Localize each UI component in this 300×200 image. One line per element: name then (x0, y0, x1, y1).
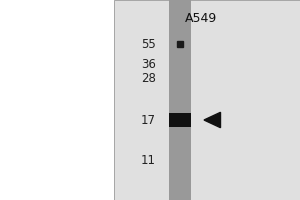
Polygon shape (204, 112, 220, 128)
Text: 28: 28 (141, 72, 156, 84)
Text: 17: 17 (141, 114, 156, 127)
Text: 11: 11 (141, 154, 156, 166)
Text: A549: A549 (185, 12, 217, 25)
Text: 55: 55 (141, 38, 156, 50)
Text: 36: 36 (141, 58, 156, 71)
Bar (169, 113, 190, 127)
Bar (169, 0, 190, 200)
Bar (114, 0, 300, 200)
